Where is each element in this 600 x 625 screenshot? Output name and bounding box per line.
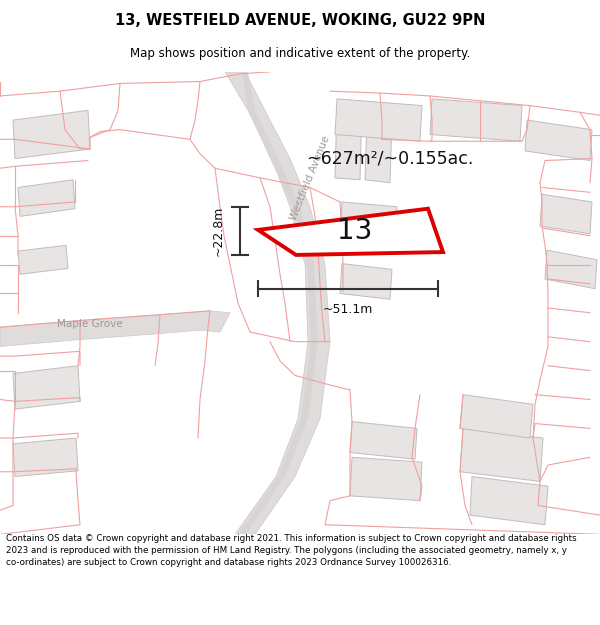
Polygon shape	[18, 180, 75, 216]
Text: Westfield Avenue: Westfield Avenue	[289, 134, 332, 222]
Polygon shape	[460, 394, 533, 438]
Polygon shape	[232, 72, 318, 534]
Polygon shape	[430, 99, 522, 141]
Polygon shape	[365, 118, 392, 182]
Text: Contains OS data © Crown copyright and database right 2021. This information is : Contains OS data © Crown copyright and d…	[6, 534, 577, 567]
Polygon shape	[350, 422, 417, 459]
Text: ~22.8m: ~22.8m	[212, 206, 224, 256]
Text: 13, WESTFIELD AVENUE, WOKING, GU22 9PN: 13, WESTFIELD AVENUE, WOKING, GU22 9PN	[115, 12, 485, 28]
Polygon shape	[258, 209, 443, 255]
Polygon shape	[350, 458, 422, 501]
Polygon shape	[460, 428, 543, 481]
Text: Map shows position and indicative extent of the property.: Map shows position and indicative extent…	[130, 48, 470, 61]
Text: ~51.1m: ~51.1m	[323, 303, 373, 316]
Polygon shape	[0, 311, 230, 346]
Polygon shape	[340, 202, 397, 241]
Polygon shape	[13, 366, 80, 409]
Polygon shape	[470, 476, 548, 525]
Polygon shape	[13, 438, 78, 476]
Text: ~627m²/~0.155ac.: ~627m²/~0.155ac.	[307, 149, 473, 168]
Polygon shape	[215, 72, 330, 534]
Polygon shape	[545, 250, 597, 289]
Polygon shape	[540, 194, 592, 234]
Polygon shape	[18, 245, 68, 274]
Polygon shape	[335, 99, 422, 141]
Text: 13: 13	[337, 217, 373, 245]
Polygon shape	[13, 111, 90, 159]
Polygon shape	[335, 104, 362, 180]
Text: Maple Grove: Maple Grove	[57, 319, 123, 329]
Polygon shape	[340, 264, 392, 299]
Polygon shape	[525, 120, 592, 161]
